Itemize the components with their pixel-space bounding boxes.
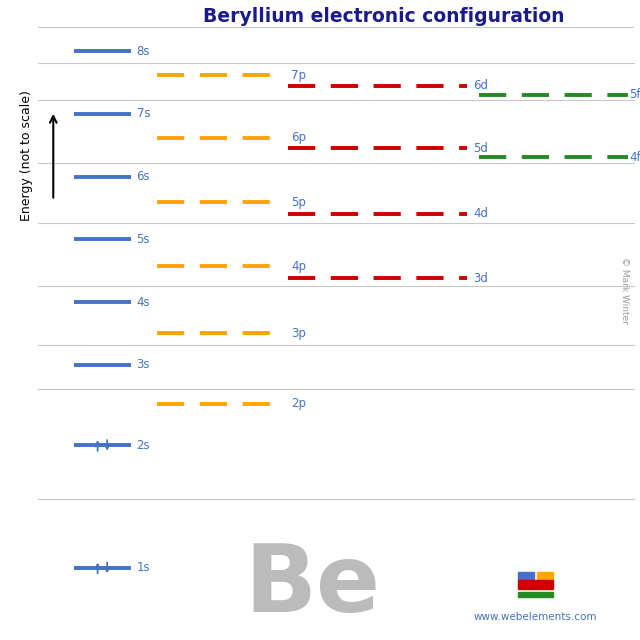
Text: 5s: 5s [136, 233, 150, 246]
Text: 1s: 1s [136, 561, 150, 574]
Text: 6s: 6s [136, 170, 150, 183]
Text: 4s: 4s [136, 296, 150, 308]
Text: 3s: 3s [136, 358, 150, 371]
Text: 3p: 3p [291, 327, 306, 340]
Text: 6d: 6d [473, 79, 488, 92]
Text: 5f: 5f [629, 88, 640, 101]
Text: 5p: 5p [291, 196, 306, 209]
Bar [518, 572, 534, 580]
Text: 8s: 8s [136, 45, 150, 58]
Bar [518, 580, 553, 589]
Text: 7s: 7s [136, 108, 150, 120]
Text: 2p: 2p [291, 397, 307, 410]
Bar [536, 572, 553, 580]
Text: 5d: 5d [473, 142, 488, 155]
Text: 7p: 7p [291, 68, 307, 81]
Text: www.webelements.com: www.webelements.com [474, 612, 597, 622]
Text: 4d: 4d [473, 207, 488, 220]
Text: 4p: 4p [291, 260, 307, 273]
Text: © Mark Winter: © Mark Winter [620, 257, 629, 324]
Text: Be: Be [244, 540, 380, 632]
Bar [518, 592, 553, 597]
Text: Beryllium electronic configuration: Beryllium electronic configuration [203, 7, 564, 26]
Text: Energy (not to scale): Energy (not to scale) [20, 90, 33, 221]
Text: 4f: 4f [629, 151, 640, 164]
Text: 6p: 6p [291, 131, 307, 144]
Text: 2s: 2s [136, 439, 150, 452]
Text: 3d: 3d [473, 272, 488, 285]
